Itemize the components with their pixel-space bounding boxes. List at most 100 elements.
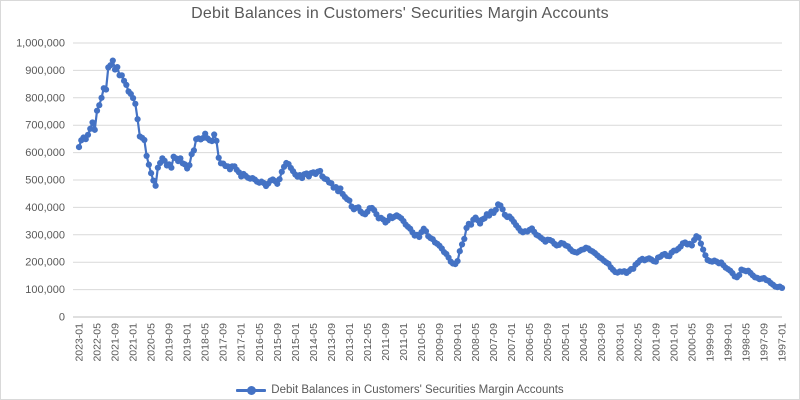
x-axis-tick-label: 2012-05: [362, 323, 374, 362]
series-marker: [75, 144, 83, 151]
x-axis-tick-label: 1999-09: [704, 323, 716, 362]
series-marker: [416, 233, 423, 241]
series-marker: [422, 228, 430, 235]
line-marker-icon: [236, 385, 267, 395]
series-marker: [89, 119, 96, 126]
x-axis-tick-label: 1998-05: [740, 323, 752, 362]
x-axis-tick-label: 2013-01: [344, 323, 356, 362]
x-axis-tick-label: 2005-09: [542, 323, 554, 362]
series-marker: [461, 235, 468, 243]
x-axis-tick-label: 2001-01: [668, 323, 680, 362]
series-marker: [458, 241, 466, 248]
x-axis-tick-label: 2020-05: [146, 323, 158, 362]
series-marker: [702, 252, 709, 259]
series-marker: [102, 86, 110, 93]
x-axis-tick-label: 2008-05: [470, 323, 482, 362]
y-axis-tick-label: 700,000: [25, 120, 65, 132]
series-marker: [688, 242, 695, 249]
series-marker: [109, 57, 116, 64]
series-marker: [276, 176, 283, 183]
x-axis-tick-label: 2022-05: [92, 323, 104, 362]
x-axis-tick-label: 2017-01: [236, 323, 248, 362]
x-axis-tick-label: 2017-09: [218, 323, 230, 362]
x-axis-tick-label: 2001-09: [650, 323, 662, 362]
series-marker: [107, 62, 114, 69]
series-marker: [148, 170, 155, 177]
series-marker: [190, 147, 198, 154]
x-axis-tick-label: 2015-01: [290, 323, 302, 362]
chart-title: Debit Balances in Customers' Securities …: [191, 5, 609, 22]
x-axis-tick-label: 2021-01: [128, 323, 140, 362]
series-marker: [467, 221, 475, 228]
x-axis-tick-label: 2016-05: [254, 323, 266, 362]
x-axis-tick-label: 2005-01: [560, 323, 572, 362]
series-marker: [141, 136, 148, 144]
series-marker: [213, 137, 220, 144]
series-marker: [186, 162, 193, 169]
series-marker: [91, 126, 98, 133]
series-marker: [697, 240, 704, 247]
series-marker: [346, 197, 353, 204]
series-marker: [316, 167, 324, 175]
series-marker: [278, 168, 285, 175]
x-axis-tick-label: 2003-09: [596, 323, 608, 362]
series-marker: [778, 284, 786, 292]
x-axis-tick-label: 2009-01: [452, 323, 464, 362]
series-marker: [695, 234, 702, 241]
series-marker: [700, 246, 707, 253]
x-axis-tick-label: 2014-05: [308, 323, 320, 362]
series-marker: [123, 81, 130, 89]
series-marker: [93, 107, 101, 114]
series-marker: [456, 248, 463, 255]
series-marker: [132, 100, 139, 107]
x-axis-tick-label: 2021-09: [110, 323, 122, 362]
x-axis-tick-label: 2010-05: [416, 323, 428, 362]
x-axis-tick-label: 2013-09: [326, 323, 338, 362]
x-axis-tick-label: 1997-01: [777, 323, 789, 362]
x-axis-tick-label: 2019-09: [164, 323, 176, 362]
series-marker: [736, 271, 743, 279]
y-axis-tick-label: 1,000,000: [16, 38, 65, 50]
series-marker: [168, 164, 175, 171]
x-axis-tick-label: 2000-05: [686, 323, 698, 362]
y-axis-tick-label: 400,000: [25, 202, 65, 214]
legend: Debit Balances in Customers' Securities …: [1, 384, 799, 396]
y-axis-tick-label: 100,000: [25, 284, 65, 296]
x-axis-tick-label: 1997-09: [758, 323, 770, 362]
x-axis-tick-label: 1999-01: [722, 323, 734, 362]
x-axis-tick-label: 2007-09: [488, 323, 500, 362]
y-axis-tick-label: 200,000: [25, 257, 65, 269]
series-marker: [211, 131, 218, 138]
series-line: [77, 59, 784, 290]
series-marker: [202, 130, 209, 137]
series-marker: [161, 157, 168, 164]
series-marker: [98, 94, 105, 101]
x-axis-tick-label: 2015-09: [272, 323, 284, 362]
x-axis-tick-label: 2004-05: [578, 323, 590, 362]
series-marker: [177, 155, 184, 162]
x-axis-tick-label: 2019-01: [182, 323, 194, 362]
x-axis-tick-label: 2011-01: [398, 323, 410, 361]
series-marker: [215, 154, 222, 161]
series-marker: [96, 102, 103, 109]
x-axis-tick-label: 2002-05: [632, 323, 644, 362]
y-axis-tick-label: 300,000: [25, 229, 65, 241]
series-marker: [492, 206, 499, 213]
series-marker: [129, 94, 137, 102]
series-marker: [499, 206, 506, 213]
series-marker: [154, 164, 161, 171]
y-axis-tick-label: 500,000: [25, 175, 65, 187]
y-axis-tick-label: 0: [59, 312, 65, 324]
series-marker: [118, 72, 125, 79]
x-axis-tick-label: 2023-01: [74, 323, 86, 362]
x-axis-tick-label: 2009-09: [434, 323, 446, 362]
x-axis-tick-label: 2011-09: [380, 323, 392, 361]
x-axis-tick-label: 2018-05: [200, 323, 212, 362]
legend-label: Debit Balances in Customers' Securities …: [271, 384, 564, 396]
y-axis-tick-label: 600,000: [25, 147, 65, 159]
y-axis-tick-label: 900,000: [25, 65, 65, 77]
series-marker: [84, 131, 92, 138]
series-marker: [114, 64, 121, 71]
